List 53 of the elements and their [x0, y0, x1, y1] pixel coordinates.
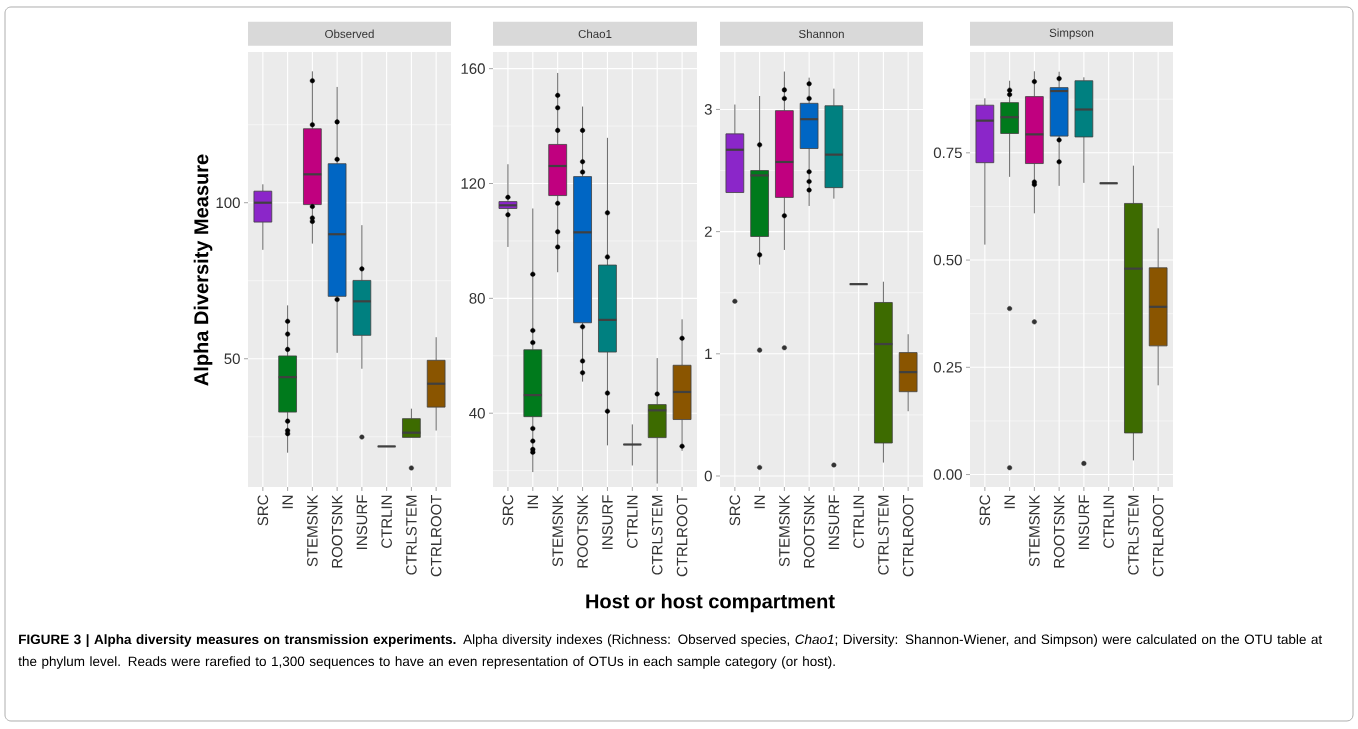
x-tick-label: ROOTSNK [331, 494, 343, 568]
x-tick-label: CTRLSTEM [878, 495, 889, 575]
y-tick-label: 120 [461, 178, 485, 189]
x-tick-label: INSURF [602, 495, 613, 549]
x-tick-label: STEMSNK [1029, 494, 1040, 567]
x-axis-title: Host or host compartment [586, 593, 835, 613]
x-tick-label: INSURF [1078, 495, 1090, 549]
y-tick-label: 160 [461, 63, 485, 74]
x-tick-label: CTRLIN [381, 495, 392, 548]
y-tick-label: 80 [469, 293, 485, 304]
x-tick-label: CTRLROOT [430, 494, 442, 577]
x-tick-label: SRC [502, 495, 514, 526]
y-tick-label: 0.50 [933, 254, 962, 266]
y-tick-label: 50 [224, 353, 240, 365]
x-tick-label: CTRLIN [853, 495, 864, 548]
chart-title: Simpson [1049, 28, 1094, 40]
x-tick-label: STEMSNK [552, 494, 563, 567]
x-tick-label: CTRLROOT [1152, 494, 1164, 577]
y-axis-title: Alpha Diversity Measure [193, 154, 213, 386]
x-tick-label: CTRLROOT [902, 494, 914, 577]
text: FIGURE 3 | Alpha diversity measures on transmission experiments. Alpha diversity indexes (Richness: Observed species, Chao1; Diversity: Shannon-Wiener, and Simpson) were calculated on the OTU table at the phylum level. Reads were rarefied to 1,300 sequences to have an even representation of OTUs in each sample category (or host). [18, 634, 1323, 669]
x-tick-label: STEMSNK [307, 494, 318, 567]
x-tick-label: CTRLROOT [676, 494, 688, 577]
chart-title: Shannon [799, 29, 844, 39]
x-tick-label: CTRLIN [1103, 495, 1114, 548]
chart-title: Chao1 [578, 29, 612, 39]
x-tick-label: STEMSNK [779, 494, 790, 567]
y-tick-label: 3 [704, 104, 712, 115]
y-tick-label: 100 [216, 197, 240, 209]
x-tick-label: IN [754, 495, 765, 509]
x-tick-label: SRC [729, 495, 741, 526]
x-tick-label: IN [1004, 495, 1015, 509]
y-tick-label: 0.25 [933, 362, 962, 373]
x-tick-label: CTRLIN [627, 495, 638, 548]
y-tick-label: 40 [469, 407, 485, 419]
x-tick-label: SRC [979, 495, 991, 526]
x-tick-label: INSURF [356, 495, 368, 549]
x-tick-label: INSURF [828, 495, 840, 549]
y-tick-label: 0.00 [933, 469, 962, 480]
x-tick-label: SRC [257, 495, 269, 526]
y-tick-label: 0 [704, 470, 712, 482]
x-tick-label: IN [282, 495, 293, 509]
y-tick-label: 1 [705, 348, 712, 359]
x-tick-label: CTRLSTEM [1128, 495, 1139, 575]
x-tick-label: CTRLSTEM [406, 495, 417, 575]
x-tick-label: ROOTSNK [803, 494, 815, 568]
y-tick-label: 2 [704, 226, 712, 237]
y-tick-label: 0.75 [933, 147, 962, 159]
chart-title: Observed [325, 29, 374, 39]
x-tick-label: ROOTSNK [577, 494, 588, 568]
x-tick-label: IN [527, 495, 538, 509]
x-tick-label: CTRLSTEM [651, 495, 663, 575]
x-tick-label: ROOTSNK [1053, 494, 1065, 568]
